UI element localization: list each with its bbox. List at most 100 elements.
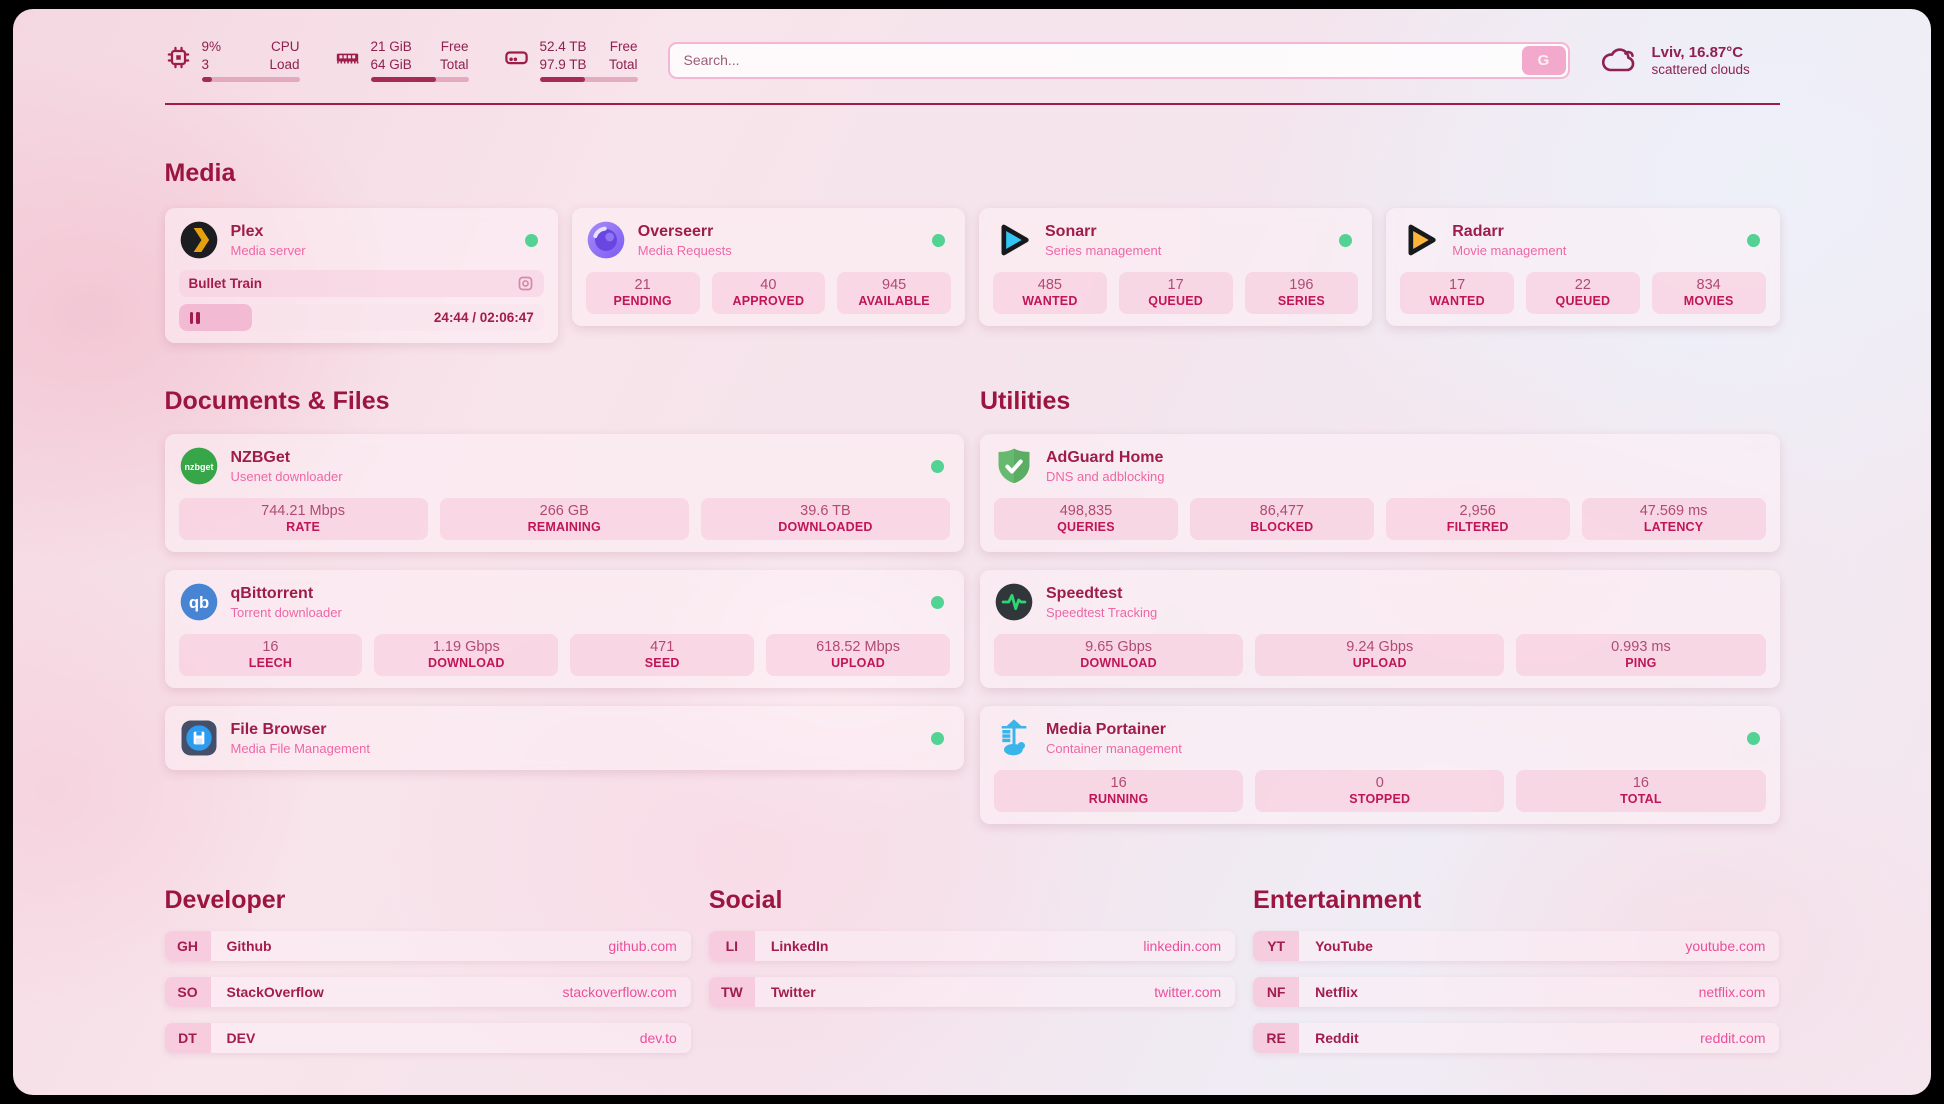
app-card-qbittorrent[interactable]: qb qBittorrent Torrent downloader 16 LEE… (164, 570, 964, 688)
stat-value: 9.65 Gbps (1085, 639, 1153, 655)
cpu-bar-fill (201, 77, 212, 83)
stat-box: 266 GB REMAINING (439, 498, 689, 540)
radarr-icon (1400, 220, 1440, 260)
disk-bar-fill (539, 77, 585, 83)
stat-label: FILTERED (1446, 520, 1509, 534)
stat-box: 86,477 BLOCKED (1189, 498, 1374, 540)
app-card-portainer[interactable]: Media Portainer Container management 16 … (980, 706, 1780, 824)
app-subtitle: Series management (1045, 243, 1162, 259)
cpu-label-top: CPU (270, 38, 300, 54)
link-badge: TW (708, 977, 755, 1007)
stat-label: UPLOAD (1352, 656, 1407, 670)
link-url: dev.to (639, 1030, 677, 1046)
section-title-developer: Developer (164, 886, 286, 914)
ram-stat: 21 GiB Free 64 GiB Total (334, 38, 469, 83)
link-name: StackOverflow (226, 984, 324, 1000)
ram-bar-fill (370, 77, 437, 83)
stat-label: REMAINING (527, 520, 601, 534)
search-engine-button[interactable]: G (1521, 45, 1566, 75)
svg-text:qb: qb (188, 593, 208, 612)
system-stats: 9% CPU 3 Load (165, 38, 638, 83)
link-youtube[interactable]: YT YouTube youtube.com (1253, 931, 1780, 961)
stat-value: 618.52 Mbps (816, 639, 900, 655)
section-title-social: Social (708, 886, 783, 914)
stat-value: 266 GB (539, 503, 589, 519)
stat-box: 0 STOPPED (1255, 770, 1505, 812)
link-url: netflix.com (1698, 984, 1766, 1000)
link-name: Netflix (1315, 984, 1358, 1000)
app-card-speedtest[interactable]: Speedtest Speedtest Tracking 9.65 Gbps D… (980, 570, 1780, 688)
stat-label: DOWNLOAD (428, 656, 505, 670)
link-badge: NF (1253, 977, 1300, 1007)
app-subtitle: Speedtest Tracking (1046, 605, 1158, 621)
app-card-radarr[interactable]: Radarr Movie management 17 WANTED 22 QUE… (1386, 208, 1780, 326)
speedtest-pulse-icon (994, 582, 1034, 622)
stat-box: 744.21 Mbps RATE (178, 498, 428, 540)
playback-progress-fill (178, 304, 252, 331)
link-url: linkedin.com (1143, 938, 1222, 954)
stat-label: SEED (644, 656, 680, 670)
adguard-shield-icon (994, 446, 1034, 486)
app-card-overseerr[interactable]: Overseerr Media Requests 21 PENDING 40 A… (571, 208, 965, 326)
app-card-sonarr[interactable]: Sonarr Series management 485 WANTED 17 Q… (979, 208, 1373, 326)
link-linkedin[interactable]: LI LinkedIn linkedin.com (708, 931, 1236, 961)
stat-box: 17 WANTED (1400, 272, 1514, 314)
link-dev[interactable]: DT DEV dev.to (164, 1023, 691, 1053)
stat-label: DOWNLOADED (778, 520, 873, 534)
link-name: YouTube (1315, 938, 1373, 954)
stat-box: 471 SEED (570, 634, 755, 676)
link-reddit[interactable]: RE Reddit reddit.com (1253, 1023, 1780, 1053)
ram-label-bottom: Total (439, 56, 469, 72)
stat-value: 498,835 (1059, 503, 1113, 519)
link-netflix[interactable]: NF Netflix netflix.com (1253, 977, 1780, 1007)
link-github[interactable]: GH Github github.com (164, 931, 691, 961)
stat-label: RATE (286, 520, 321, 534)
link-badge: LI (708, 931, 755, 961)
header-divider (164, 103, 1780, 105)
app-name: Plex (230, 222, 264, 240)
stat-value: 834 (1696, 277, 1721, 293)
app-card-nzbget[interactable]: nzbget NZBGet Usenet downloader 744.21 M… (164, 434, 964, 552)
stat-label: PENDING (613, 294, 672, 308)
app-card-filebrowser[interactable]: File Browser Media File Management (164, 706, 964, 770)
stat-value: 2,956 (1459, 503, 1496, 519)
link-stackoverflow[interactable]: SO StackOverflow stackoverflow.com (164, 977, 691, 1007)
stat-value: 21 (634, 277, 651, 293)
app-name: qBittorrent (230, 584, 314, 602)
search-input[interactable] (667, 41, 1570, 79)
stat-value: 485 (1037, 277, 1062, 293)
app-subtitle: Torrent downloader (230, 605, 342, 621)
app-name: AdGuard Home (1046, 448, 1164, 466)
app-card-plex[interactable]: Plex Media server Bullet Train (164, 208, 558, 343)
link-twitter[interactable]: TW Twitter twitter.com (708, 977, 1236, 1007)
stat-label: QUEUED (1555, 294, 1611, 308)
cpu-label-bottom: Load (269, 56, 300, 72)
now-playing-row: Bullet Train (178, 270, 544, 297)
stat-box: 498,835 QUERIES (994, 498, 1178, 540)
stat-box: 196 SERIES (1244, 272, 1359, 314)
stat-box: 16 LEECH (178, 634, 363, 676)
app-subtitle: DNS and adblocking (1046, 469, 1165, 485)
link-name: Twitter (770, 984, 816, 1000)
app-card-adguard[interactable]: AdGuard Home DNS and adblocking 498,835 … (980, 434, 1780, 552)
sonarr-icon (993, 220, 1033, 260)
stat-value: 9.24 Gbps (1346, 639, 1414, 655)
status-online-dot (1746, 233, 1760, 247)
cpu-chip-icon (165, 44, 192, 71)
dashboard-screen: 9% CPU 3 Load (13, 9, 1931, 1095)
app-subtitle: Movie management (1452, 243, 1567, 259)
link-badge: GH (164, 931, 211, 961)
ram-memory-icon (334, 44, 361, 71)
stat-value: 47.569 ms (1639, 503, 1708, 519)
stat-box: 834 MOVIES (1651, 272, 1766, 314)
top-bar: 9% CPU 3 Load (165, 35, 1780, 85)
status-online-dot (931, 595, 944, 609)
stat-label: WANTED (1022, 294, 1078, 308)
stat-box: 16 TOTAL (1516, 770, 1766, 812)
portainer-crane-icon (994, 718, 1034, 758)
overseerr-icon (586, 220, 626, 260)
disk-stat: 52.4 TB Free 97.9 TB Total (503, 38, 638, 83)
app-name: Speedtest (1046, 584, 1123, 602)
stat-value: 17 (1449, 277, 1466, 293)
disk-free: 52.4 TB (539, 38, 587, 54)
